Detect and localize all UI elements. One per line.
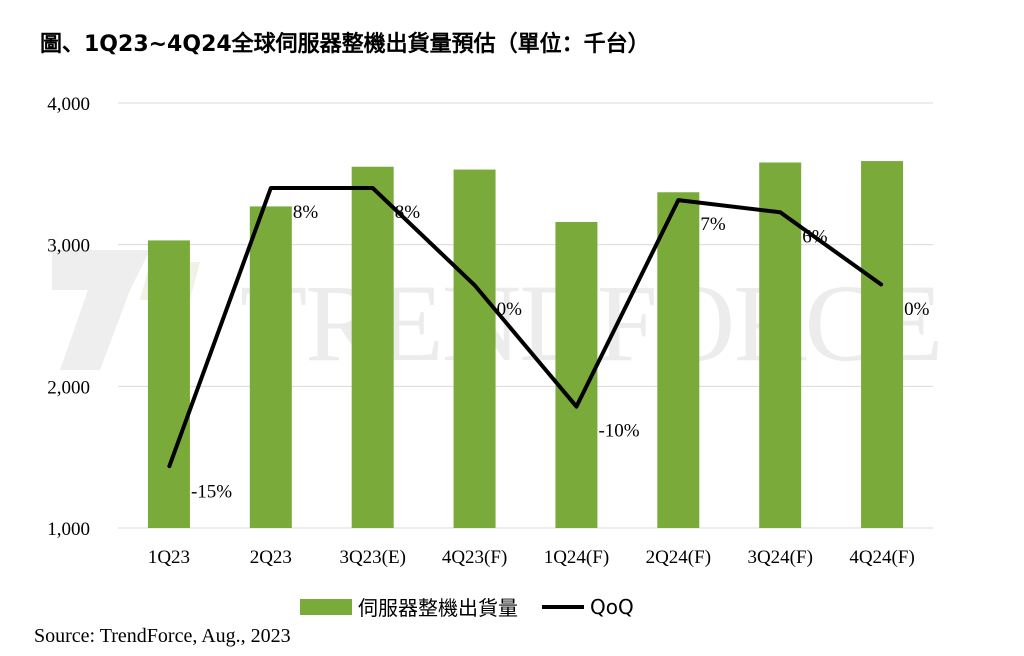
- qoq-point: [473, 284, 476, 287]
- chart-title: 圖、1Q23~4Q24全球伺服器整機出貨量預估（單位：千台）: [40, 32, 650, 57]
- qoq-point: [269, 187, 272, 189]
- bar: [249, 206, 292, 528]
- qoq-data-label: -15%: [191, 481, 232, 502]
- legend-item-qoq: QoQ: [542, 595, 634, 619]
- y-tick-label: 2,000: [47, 377, 90, 398]
- qoq-data-label: 8%: [293, 202, 319, 223]
- qoq-point: [167, 466, 170, 469]
- qoq-data-label: 0%: [497, 299, 523, 320]
- legend-item-shipments: 伺服器整機出貨量: [300, 592, 518, 621]
- y-tick-label: 3,000: [47, 236, 90, 257]
- x-tick-label: 4Q24(F): [849, 547, 914, 568]
- x-tick-label: 3Q24(F): [747, 547, 812, 568]
- bar: [759, 162, 802, 528]
- y-tick-label: 4,000: [47, 94, 90, 115]
- source-note: Source: TrendForce, Aug., 2023: [34, 625, 291, 647]
- watermark-logo-mark: [52, 250, 150, 370]
- bar: [657, 192, 700, 528]
- qoq-data-label: -10%: [598, 421, 639, 442]
- qoq-point: [677, 199, 680, 202]
- x-tick-label: 2Q23: [250, 547, 292, 568]
- bar: [453, 169, 496, 529]
- bar: [147, 240, 190, 528]
- legend-label-shipments: 伺服器整機出貨量: [358, 596, 518, 620]
- y-tick-label: 1,000: [47, 519, 90, 540]
- qoq-line: [167, 186, 884, 468]
- x-tick-label: 2Q24(F): [646, 547, 711, 568]
- x-tick-label: 1Q24(F): [544, 547, 609, 568]
- bar-series: [147, 161, 904, 529]
- bar: [351, 166, 394, 528]
- qoq-line-series: -15% 8% 8% 0% -10% 7% 6% 0%: [167, 186, 930, 502]
- legend-label-qoq: QoQ: [590, 594, 634, 619]
- qoq-point: [881, 284, 884, 287]
- qoq-point: [371, 187, 374, 189]
- x-tick-label: 4Q23(F): [442, 547, 507, 568]
- x-tick-label: 1Q23: [148, 547, 190, 568]
- legend-swatch-bar: [300, 598, 352, 615]
- qoq-data-label: 7%: [700, 214, 726, 235]
- bar: [861, 161, 904, 529]
- axis-labels: 1,000 2,000 3,000 4,000 1Q23 2Q23 3Q23(E) 4Q23(…: [47, 94, 915, 568]
- legend: 伺服器整機出貨量 QoQ: [300, 592, 648, 621]
- qoq-data-label: 0%: [904, 299, 930, 320]
- qoq-data-label: 8%: [395, 202, 421, 223]
- legend-swatch-line: [542, 604, 584, 609]
- x-tick-label: 3Q23(E): [339, 547, 405, 568]
- qoq-data-label: 6%: [802, 226, 828, 247]
- qoq-point: [575, 405, 578, 408]
- qoq-point: [779, 211, 782, 214]
